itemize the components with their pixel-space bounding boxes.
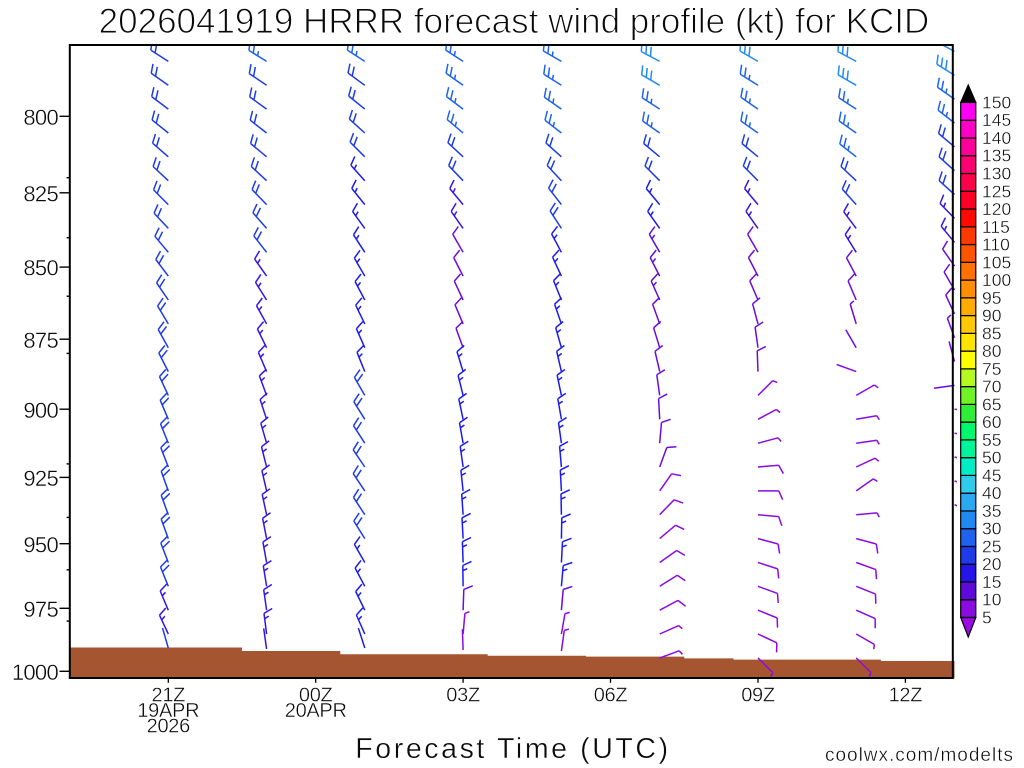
svg-text:150: 150 [982,93,1011,113]
svg-text:19APR: 19APR [137,700,199,722]
svg-text:105: 105 [982,252,1011,272]
svg-text:60: 60 [982,412,1002,432]
svg-text:5: 5 [982,608,992,628]
svg-text:00Z: 00Z [299,685,333,707]
svg-text:10: 10 [982,590,1002,610]
svg-text:115: 115 [982,217,1010,237]
svg-text:25: 25 [982,537,1001,557]
svg-text:50: 50 [982,448,1002,468]
svg-text:55: 55 [982,430,1001,450]
svg-text:coolwx.com/modelts: coolwx.com/modelts [825,745,1014,766]
svg-text:125: 125 [982,181,1011,201]
svg-text:30: 30 [982,519,1002,539]
svg-text:1000: 1000 [12,660,59,685]
svg-text:140: 140 [982,128,1011,148]
svg-text:900: 900 [23,398,58,423]
svg-text:20APR: 20APR [285,700,347,722]
svg-text:145: 145 [982,110,1011,130]
svg-text:21Z: 21Z [152,685,186,707]
svg-text:975: 975 [23,597,58,622]
svg-text:825: 825 [23,181,58,206]
svg-text:135: 135 [982,146,1011,166]
svg-text:850: 850 [23,256,58,281]
svg-text:06Z: 06Z [594,685,628,707]
svg-text:85: 85 [982,323,1001,343]
svg-text:95: 95 [982,288,1001,308]
svg-text:90: 90 [982,306,1002,326]
svg-text:925: 925 [23,466,58,491]
svg-text:Forecast Time (UTC): Forecast Time (UTC) [355,733,670,765]
svg-text:12Z: 12Z [889,685,923,707]
svg-text:40: 40 [982,483,1002,503]
svg-text:15: 15 [982,572,1001,592]
svg-text:2026: 2026 [147,716,190,738]
svg-text:100: 100 [982,270,1011,290]
svg-text:70: 70 [982,377,1002,397]
svg-text:20: 20 [982,554,1002,574]
svg-text:03Z: 03Z [446,685,480,707]
svg-text:09Z: 09Z [741,685,775,707]
svg-text:65: 65 [982,394,1001,414]
svg-text:75: 75 [982,359,1001,379]
svg-text:800: 800 [23,105,58,130]
svg-text:950: 950 [23,532,58,557]
svg-text:875: 875 [23,328,58,353]
svg-text:80: 80 [982,341,1002,361]
svg-text:130: 130 [982,164,1011,184]
svg-text:110: 110 [982,235,1010,255]
svg-text:120: 120 [982,199,1011,219]
svg-text:45: 45 [982,465,1001,485]
svg-text:35: 35 [982,501,1001,521]
svg-text:2026041919 HRRR forecast wind: 2026041919 HRRR forecast wind profile (k… [99,2,930,41]
